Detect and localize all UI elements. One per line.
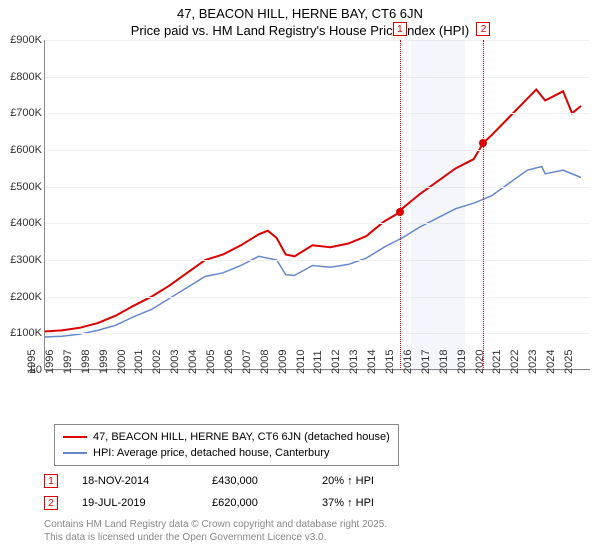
x-tick-label: 2013: [348, 350, 360, 374]
x-tick-label: 2015: [384, 350, 396, 374]
x-tick-label: 2018: [438, 350, 450, 374]
footer-text: Contains HM Land Registry data © Crown c…: [44, 518, 387, 531]
marker-diff: 37% ↑ HPI: [322, 497, 432, 509]
x-tick-label: 2011: [312, 350, 324, 374]
footer-text: This data is licensed under the Open Gov…: [44, 531, 387, 544]
gridline: [44, 297, 590, 298]
x-tick-label: 2016: [402, 350, 414, 374]
x-tick-label: 1997: [62, 350, 74, 374]
x-tick-label: 2007: [241, 350, 253, 374]
y-tick-label: £900K: [10, 34, 42, 46]
y-tick-label: £200K: [10, 291, 42, 303]
x-tick-label: 2009: [277, 350, 289, 374]
x-tick-label: 1998: [80, 350, 92, 374]
x-tick-label: 2010: [295, 350, 307, 374]
x-tick-label: 2002: [151, 350, 163, 374]
page-title: 47, BEACON HILL, HERNE BAY, CT6 6JN: [0, 0, 600, 21]
gridline: [44, 77, 590, 78]
legend-item: HPI: Average price, detached house, Cant…: [63, 445, 390, 461]
marker-dot: [479, 139, 487, 147]
x-tick-label: 2003: [169, 350, 181, 374]
marker-date: 19-JUL-2019: [82, 497, 212, 509]
y-tick-label: £500K: [10, 181, 42, 193]
y-tick-label: £600K: [10, 144, 42, 156]
marker-diff: 20% ↑ HPI: [322, 475, 432, 487]
y-tick-label: £300K: [10, 254, 42, 266]
x-tick-label: 2000: [116, 350, 128, 374]
x-tick-label: 2022: [509, 350, 521, 374]
chart: £0£100K£200K£300K£400K£500K£600K£700K£80…: [0, 40, 600, 420]
marker-price: £430,000: [212, 475, 322, 487]
plot-area: 12: [44, 40, 590, 370]
x-tick-label: 2012: [330, 350, 342, 374]
y-tick-label: £100K: [10, 327, 42, 339]
legend-item: 47, BEACON HILL, HERNE BAY, CT6 6JN (det…: [63, 429, 390, 445]
gridline: [44, 333, 590, 334]
x-tick-label: 1995: [26, 350, 38, 374]
gridline: [44, 150, 590, 151]
marker-dot: [396, 208, 404, 216]
x-tick-label: 2008: [259, 350, 271, 374]
gridline: [44, 260, 590, 261]
y-tick-label: £800K: [10, 71, 42, 83]
marker-index-box: 2: [44, 496, 58, 510]
x-axis: 1995199619971998199920002001200220032004…: [44, 374, 590, 420]
x-tick-label: 2017: [420, 350, 432, 374]
page-subtitle: Price paid vs. HM Land Registry's House …: [0, 21, 600, 38]
x-tick-label: 2006: [223, 350, 235, 374]
legend-label: HPI: Average price, detached house, Cant…: [93, 447, 329, 459]
marker-table: 1 18-NOV-2014£430,00020% ↑ HPI 2 19-JUL-201…: [44, 470, 432, 514]
marker-box: 1: [393, 22, 407, 36]
gridline: [44, 223, 590, 224]
marker-price: £620,000: [212, 497, 322, 509]
gridline: [44, 40, 590, 41]
x-tick-label: 2019: [456, 350, 468, 374]
marker-date: 18-NOV-2014: [82, 475, 212, 487]
gridline: [44, 187, 590, 188]
marker-row: 2 19-JUL-2019£620,00037% ↑ HPI: [44, 492, 432, 514]
legend: 47, BEACON HILL, HERNE BAY, CT6 6JN (det…: [54, 424, 399, 466]
y-tick-label: £400K: [10, 217, 42, 229]
y-tick-label: £700K: [10, 107, 42, 119]
footer: Contains HM Land Registry data © Crown c…: [44, 518, 387, 544]
marker-box: 2: [476, 22, 490, 36]
y-axis-line: [44, 40, 45, 370]
legend-swatch: [63, 452, 87, 454]
shade-region: [411, 40, 465, 370]
x-tick-label: 2005: [205, 350, 217, 374]
legend-label: 47, BEACON HILL, HERNE BAY, CT6 6JN (det…: [93, 431, 390, 443]
gridline: [44, 113, 590, 114]
x-tick-label: 2024: [545, 350, 557, 374]
marker-row: 1 18-NOV-2014£430,00020% ↑ HPI: [44, 470, 432, 492]
marker-index-box: 1: [44, 474, 58, 488]
x-tick-label: 2020: [474, 350, 486, 374]
marker-line: [400, 40, 401, 370]
x-tick-label: 2025: [563, 350, 575, 374]
x-tick-label: 1999: [98, 350, 110, 374]
series-line-address: [44, 90, 581, 332]
x-tick-label: 2004: [187, 350, 199, 374]
y-axis: £0£100K£200K£300K£400K£500K£600K£700K£80…: [0, 40, 44, 370]
marker-line: [483, 40, 484, 370]
x-tick-label: 2023: [527, 350, 539, 374]
x-tick-label: 2001: [133, 350, 145, 374]
x-tick-label: 1996: [44, 350, 56, 374]
legend-swatch: [63, 436, 87, 438]
x-tick-label: 2014: [366, 350, 378, 374]
x-tick-label: 2021: [491, 350, 503, 374]
